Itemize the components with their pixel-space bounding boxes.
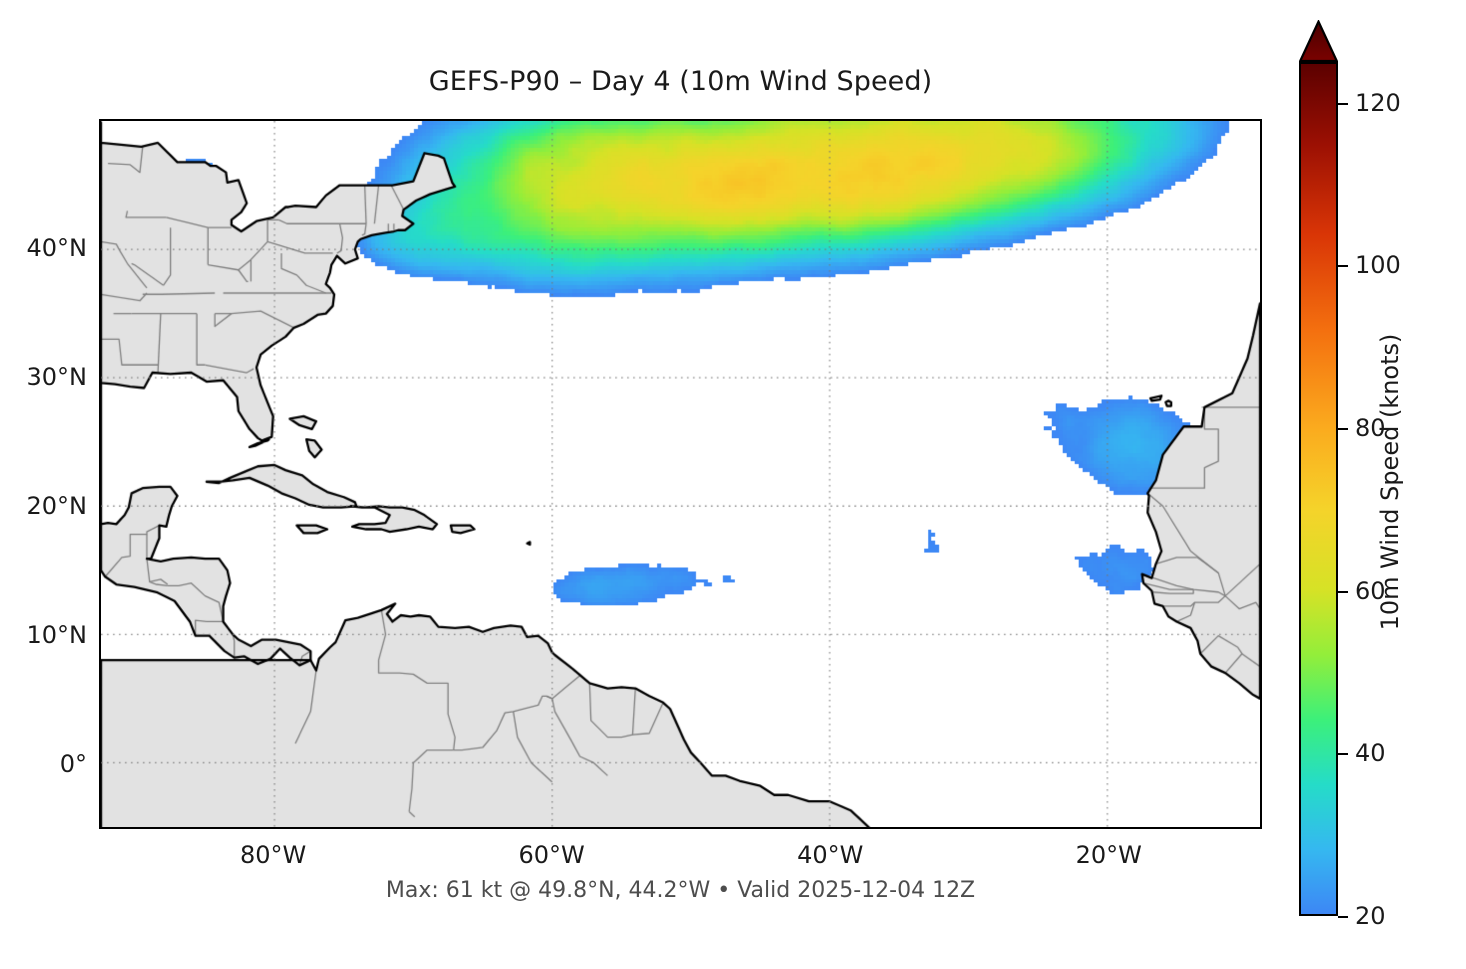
colorbar-gradient-bar <box>1299 62 1338 916</box>
colorbar[interactable]: 20 40 60 80 100 120 <box>1299 20 1401 930</box>
y-tick-20°N: 20°N <box>26 492 88 521</box>
x-tick-40°W: 40°W <box>797 841 864 869</box>
y-tick-30°N: 30°N <box>26 363 88 392</box>
colorbar-tick-label-80: 80 <box>1355 414 1386 442</box>
colorbar-extend-arrow-icon <box>1299 20 1338 62</box>
colorbar-tick-100 <box>1338 265 1348 268</box>
colorbar-tick-label-60: 60 <box>1355 576 1386 605</box>
y-tick-0°: 0° <box>59 750 87 779</box>
y-tick-10°N: 10°N <box>26 621 88 650</box>
wind-speed-heatmap <box>101 121 1260 827</box>
colorbar-tick-120 <box>1338 102 1348 105</box>
chart-title: GEFS-P90 – Day 4 (10m Wind Speed) <box>428 66 933 97</box>
x-tick-80°W: 80°W <box>239 841 307 869</box>
colorbar-tick-label-40: 40 <box>1355 739 1386 768</box>
map-axes[interactable] <box>99 119 1262 829</box>
colorbar-tick-20 <box>1338 916 1348 918</box>
x-tick-60°W: 60°W <box>518 841 585 869</box>
colorbar-tick-80 <box>1338 428 1348 430</box>
colorbar-tick-40 <box>1338 753 1348 756</box>
colorbar-tick-60 <box>1338 590 1348 593</box>
colorbar-tick-label-100: 100 <box>1355 251 1401 280</box>
colorbar-tick-label-20: 20 <box>1355 902 1386 930</box>
x-tick-20°W: 20°W <box>1075 841 1142 869</box>
colorbar-tick-label-120: 120 <box>1355 88 1401 117</box>
colorbar-axis-label: 10m Wind Speed (knots) <box>1376 333 1404 631</box>
chart-subtitle-status: Max: 61 kt @ 49.8°N, 44.2°W • Valid 2025… <box>385 878 976 903</box>
y-tick-40°N: 40°N <box>26 234 88 263</box>
